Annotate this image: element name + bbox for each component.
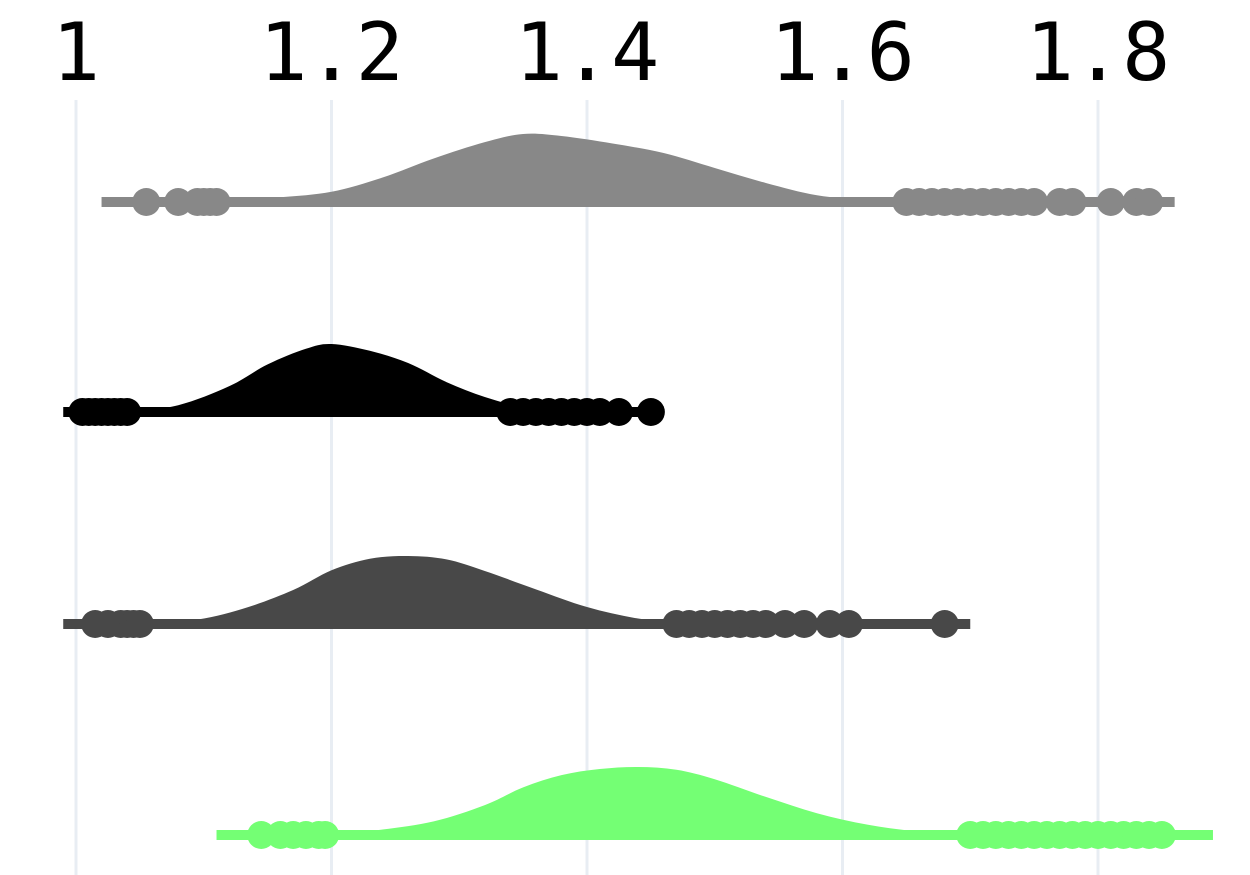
- x-tick-label: 1: [52, 6, 100, 99]
- x-tick-label: 1.2: [259, 6, 404, 99]
- density-area: [332, 767, 971, 835]
- outlier-point: [311, 821, 339, 849]
- outlier-point: [1058, 188, 1086, 216]
- outlier-point: [637, 398, 665, 426]
- x-axis-ticks: 1 1.2 1.4 1.6 1.8: [52, 6, 1170, 99]
- outlier-point: [1148, 821, 1176, 849]
- outlier-point: [203, 188, 231, 216]
- density-area: [127, 556, 689, 624]
- series-4: [217, 767, 1213, 849]
- outlier-point: [113, 398, 141, 426]
- x-tick-label: 1.6: [770, 6, 915, 99]
- series-1: [102, 134, 1175, 216]
- density-area: [165, 134, 919, 202]
- series-3: [63, 556, 970, 638]
- outlier-point: [790, 610, 818, 638]
- outlier-point: [931, 610, 959, 638]
- x-tick-label: 1.4: [515, 6, 660, 99]
- outlier-point: [126, 610, 154, 638]
- series-group: [63, 134, 1213, 849]
- outlier-point: [1020, 188, 1048, 216]
- series-2: [63, 344, 665, 426]
- density-area: [127, 344, 561, 412]
- outlier-point: [605, 398, 633, 426]
- outlier-point: [835, 610, 863, 638]
- outlier-point: [1135, 188, 1163, 216]
- grid-lines: [76, 100, 1098, 875]
- outlier-point: [132, 188, 160, 216]
- outlier-point: [1097, 188, 1125, 216]
- x-tick-label: 1.8: [1026, 6, 1171, 99]
